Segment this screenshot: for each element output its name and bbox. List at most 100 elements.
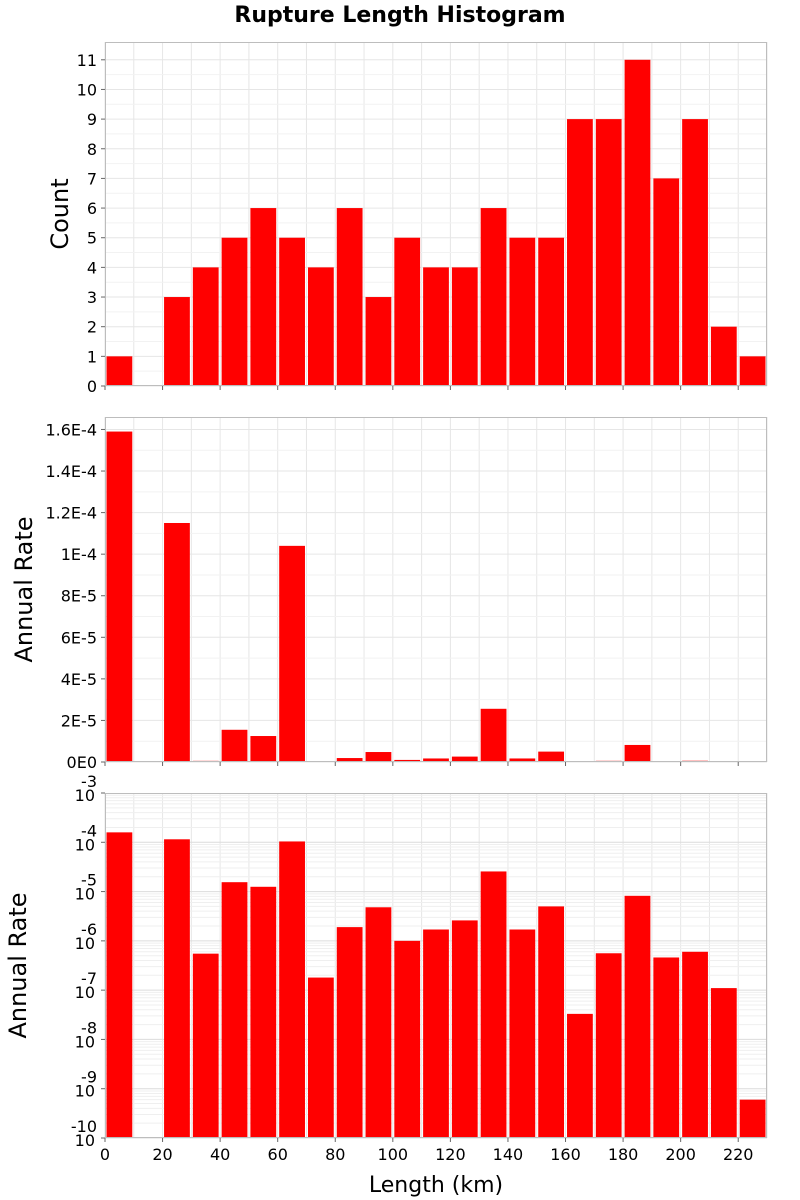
bar-5: [106, 356, 133, 386]
bar-185: [624, 895, 651, 1138]
bar-145: [509, 237, 536, 386]
y-tick-label: 4: [87, 258, 97, 277]
y-tick-label: 10: [75, 1131, 95, 1150]
bar-225: [739, 356, 766, 386]
y-tick-label: 1.4E-4: [45, 462, 97, 481]
y-tick-exponent: -4: [81, 821, 97, 840]
bar-165: [567, 119, 593, 386]
bar-155: [538, 237, 565, 386]
bar-115: [423, 758, 449, 762]
y-tick-label: 8: [87, 140, 97, 159]
bar-145: [509, 929, 536, 1138]
bar-155: [538, 751, 565, 762]
y-tick-label: 10: [77, 80, 97, 99]
y-tick-label: 3: [87, 288, 97, 307]
y-tick-label: 10: [75, 934, 95, 953]
x-tick-label: 180: [608, 1145, 639, 1164]
bar-165: [567, 1013, 593, 1138]
bar-195: [653, 178, 680, 386]
bar-75: [307, 977, 334, 1138]
bar-55: [250, 886, 277, 1138]
bar-85: [336, 927, 363, 1138]
y-tick-exponent: -3: [81, 772, 97, 791]
bars: [106, 431, 766, 762]
bar-155: [538, 906, 565, 1138]
y-tick-label: 10: [75, 983, 95, 1002]
plot-frame: [105, 793, 767, 1138]
bar-105: [394, 237, 421, 386]
bar-135: [480, 708, 507, 762]
x-tick-label: 60: [268, 1145, 288, 1164]
bar-125: [451, 920, 478, 1138]
bar-65: [279, 237, 305, 386]
y-tick-exponent: -5: [81, 871, 97, 890]
y-tick-label: 10: [75, 786, 95, 805]
y-tick-label: 2E-5: [61, 711, 97, 730]
bar-195: [653, 957, 680, 1138]
x-tick-label: 80: [325, 1145, 345, 1164]
x-tick-label: 120: [435, 1145, 466, 1164]
bar-105: [394, 940, 421, 1138]
bar-125: [451, 756, 478, 762]
bar-45: [221, 729, 248, 762]
x-tick-label: 100: [378, 1145, 409, 1164]
chart-panel-3: 10-1010-910-810-710-610-510-410-3Annual …: [4, 772, 768, 1198]
y-tick-label: 0: [87, 377, 97, 396]
y-axis-label: Count: [46, 178, 74, 249]
x-tick-label: 220: [723, 1145, 754, 1164]
bar-115: [423, 929, 449, 1138]
bar-175: [595, 953, 622, 1138]
bar-185: [624, 744, 651, 762]
y-tick-label: 1.6E-4: [45, 420, 97, 439]
bar-35: [192, 953, 219, 1138]
bar-135: [480, 208, 507, 386]
y-tick-label: 1E-4: [61, 545, 97, 564]
page-title: Rupture Length Histogram: [234, 3, 566, 28]
y-tick-label: 10: [75, 835, 95, 854]
y-axis-label: Annual Rate: [4, 892, 32, 1038]
bar-105: [394, 759, 421, 762]
bar-145: [509, 758, 536, 762]
bar-45: [221, 882, 248, 1138]
y-tick-label: 10: [75, 1032, 95, 1051]
y-tick-label: 4E-5: [61, 670, 97, 689]
y-tick-labels: 0 1 2 3 4 5 6 7 8 9 10 11: [77, 51, 105, 396]
bar-55: [250, 736, 277, 762]
y-tick-label: 8E-5: [61, 587, 97, 606]
y-tick-label: 9: [87, 110, 97, 129]
bar-85: [336, 208, 363, 386]
bar-65: [279, 545, 305, 762]
y-tick-exponent: -6: [81, 920, 97, 939]
bar-65: [279, 841, 305, 1138]
x-tick-label: 200: [665, 1145, 696, 1164]
bar-205: [682, 951, 708, 1138]
y-tick-label: 5: [87, 229, 97, 248]
y-tick-exponent: -8: [81, 1018, 97, 1037]
plot-frame: [105, 417, 767, 762]
y-tick-exponent: -7: [81, 969, 97, 988]
plot-frame: [105, 42, 767, 386]
x-tick-label: 0: [100, 1145, 110, 1164]
x-axis-label: Length (km): [369, 1173, 503, 1198]
bar-95: [365, 907, 392, 1138]
x-tick-label: 160: [550, 1145, 581, 1164]
bar-85: [336, 758, 363, 762]
bar-95: [365, 297, 392, 386]
y-tick-label: 10: [75, 885, 95, 904]
bar-95: [365, 752, 392, 762]
bar-5: [106, 832, 133, 1138]
y-tick-label: 1: [87, 347, 97, 366]
bar-45: [221, 237, 248, 386]
bars: [106, 832, 766, 1138]
chart-panel-2: 0E0 2E-5 4E-5 6E-5 8E-5 1E-4 1.2E-4 1.4E-4 1.6E-…: [10, 417, 768, 772]
x-tick-label: 40: [210, 1145, 230, 1164]
bar-185: [624, 59, 651, 387]
y-tick-exponent: -10: [71, 1117, 97, 1136]
bar-205: [682, 119, 708, 386]
bar-5: [106, 431, 133, 762]
y-tick-label: 6E-5: [61, 628, 97, 647]
bar-215: [710, 988, 737, 1138]
bar-55: [250, 208, 277, 386]
